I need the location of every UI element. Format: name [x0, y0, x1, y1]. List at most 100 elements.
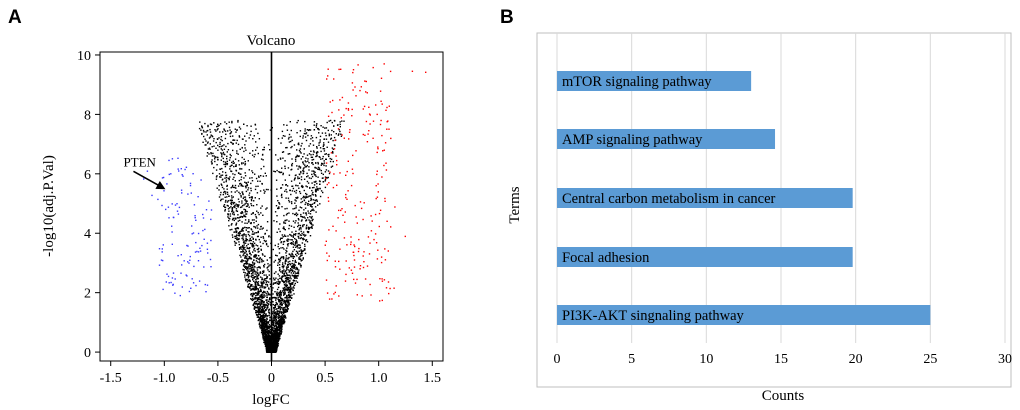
- volcano-point-ns: [229, 135, 232, 138]
- volcano-point-ns: [303, 199, 305, 201]
- volcano-point-ns: [226, 191, 229, 193]
- volcano-point-ns: [225, 162, 227, 164]
- volcano-point-ns: [238, 164, 240, 166]
- volcano-point-down: [202, 213, 204, 216]
- volcano-point-ns: [306, 176, 308, 178]
- volcano-point-ns: [280, 327, 282, 329]
- volcano-point-up: [356, 278, 358, 281]
- volcano-point-ns: [302, 168, 305, 170]
- volcano-point-ns: [255, 278, 257, 281]
- volcano-point-ns: [232, 217, 235, 220]
- volcano-point-ns: [235, 235, 237, 237]
- volcano-point-ns: [244, 249, 247, 251]
- volcano-point-ns: [286, 207, 288, 210]
- volcano-point-ns: [323, 148, 326, 150]
- volcano-point-ns: [289, 242, 292, 244]
- volcano-point-ns: [317, 161, 319, 164]
- volcano-point-up: [352, 154, 354, 157]
- volcano-point-ns: [226, 162, 229, 165]
- volcano-point-ns: [259, 311, 261, 313]
- volcano-point-ns: [286, 219, 288, 221]
- volcano-point-up: [337, 217, 339, 219]
- volcano-point-up: [344, 211, 346, 213]
- volcano-point-down: [191, 225, 193, 227]
- volcano-point-ns: [302, 156, 304, 158]
- volcano-point-up: [351, 108, 353, 111]
- volcano-point-ns: [288, 227, 290, 230]
- volcano-point-ns: [259, 272, 262, 274]
- volcano-point-ns: [221, 145, 224, 147]
- volcano-point-ns: [265, 339, 268, 341]
- volcano-point-ns: [238, 136, 241, 138]
- volcano-point-ns: [312, 218, 314, 221]
- volcano-point-ns: [259, 285, 262, 287]
- volcano-point-ns: [315, 136, 318, 139]
- volcano-point-ns: [230, 187, 232, 189]
- volcano-point-ns: [298, 227, 301, 229]
- volcano-point-ns: [304, 130, 306, 132]
- volcano-point-ns: [236, 205, 238, 207]
- volcano-point-ns: [239, 183, 241, 185]
- volcano-point-ns: [231, 234, 234, 236]
- volcano-point-ns: [274, 347, 277, 349]
- volcano-point-ns: [287, 238, 289, 240]
- volcano-point-ns: [300, 249, 302, 251]
- volcano-point-ns: [251, 289, 253, 291]
- volcano-point-up: [363, 251, 365, 253]
- volcano-point-ns: [272, 248, 274, 251]
- volcano-point-ns: [247, 277, 250, 279]
- volcano-point-ns: [252, 245, 254, 247]
- volcano-point-ns: [288, 174, 291, 176]
- volcano-point-up: [341, 134, 343, 136]
- volcano-point-ns: [311, 156, 314, 158]
- volcano-point-down: [203, 266, 205, 268]
- volcano-point-ns: [225, 176, 228, 179]
- volcano-point-ns: [267, 266, 269, 268]
- volcano-point-down: [197, 251, 200, 253]
- volcano-point-ns: [262, 328, 264, 330]
- volcano-point-ns: [268, 324, 271, 326]
- volcano-point-ns: [289, 283, 291, 286]
- volcano-point-ns: [264, 343, 266, 345]
- volcano-point-ns: [294, 174, 297, 177]
- volcano-point-ns: [302, 257, 304, 259]
- volcano-point-ns: [277, 159, 279, 161]
- volcano-point-ns: [327, 141, 330, 143]
- volcano-point-ns: [251, 154, 254, 156]
- volcano-point-ns: [251, 197, 253, 199]
- volcano-point-ns: [262, 295, 264, 297]
- volcano-point-ns: [258, 247, 260, 250]
- volcano-point-ns: [259, 327, 261, 329]
- volcano-point-ns: [235, 222, 238, 224]
- volcano-point-ns: [256, 274, 258, 276]
- volcano-point-ns: [255, 149, 257, 151]
- volcano-point-ns: [248, 219, 250, 221]
- volcano-point-ns: [273, 344, 276, 346]
- volcano-point-ns: [266, 315, 268, 317]
- volcano-point-ns: [267, 351, 270, 353]
- volcano-point-ns: [235, 131, 237, 133]
- volcano-point-up: [369, 123, 371, 125]
- volcano-point-ns: [272, 347, 274, 350]
- volcano-point-ns: [287, 167, 290, 169]
- volcano-point-ns: [288, 277, 290, 279]
- volcano-point-ns: [294, 270, 296, 273]
- volcano-point-ns: [264, 340, 266, 342]
- volcano-point-ns: [237, 119, 239, 122]
- volcano-point-ns: [289, 292, 291, 294]
- volcano-point-ns: [244, 211, 246, 213]
- volcano-point-down: [204, 283, 206, 286]
- volcano-point-ns: [253, 308, 256, 310]
- volcano-point-ns: [312, 144, 315, 146]
- volcano-point-ns: [281, 206, 283, 208]
- volcano-point-ns: [260, 290, 262, 292]
- volcano-point-ns: [283, 307, 286, 309]
- volcano-point-ns: [324, 171, 327, 173]
- volcano-point-ns: [226, 201, 229, 203]
- volcano-point-ns: [250, 289, 252, 291]
- volcano-point-ns: [241, 259, 244, 261]
- volcano-point-ns: [271, 322, 274, 324]
- volcano-point-ns: [223, 163, 225, 166]
- volcano-point-ns: [260, 281, 262, 283]
